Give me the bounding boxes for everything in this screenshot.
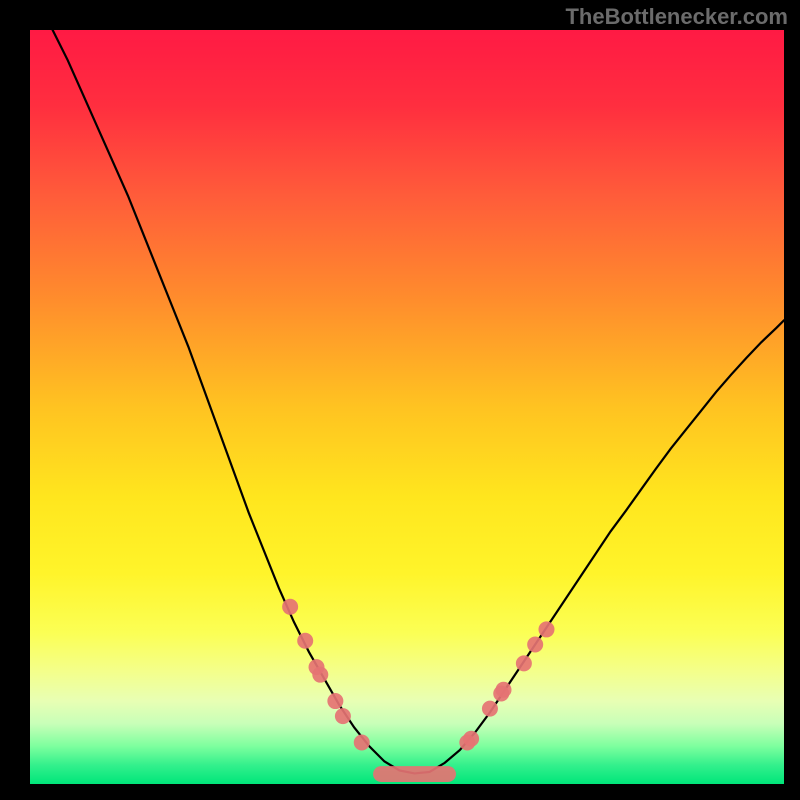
chart-svg — [30, 30, 784, 784]
data-marker — [482, 701, 498, 717]
data-marker — [538, 621, 554, 637]
watermark-text: TheBottlenecker.com — [565, 4, 788, 30]
data-marker — [527, 637, 543, 653]
data-marker — [516, 655, 532, 671]
trough-bar — [373, 766, 456, 782]
plot-area — [30, 30, 784, 784]
data-marker — [354, 735, 370, 751]
data-marker — [312, 667, 328, 683]
data-marker — [297, 633, 313, 649]
data-marker — [327, 693, 343, 709]
gradient-background — [30, 30, 784, 784]
data-marker — [335, 708, 351, 724]
data-marker — [463, 731, 479, 747]
data-marker — [496, 682, 512, 698]
data-marker — [282, 599, 298, 615]
